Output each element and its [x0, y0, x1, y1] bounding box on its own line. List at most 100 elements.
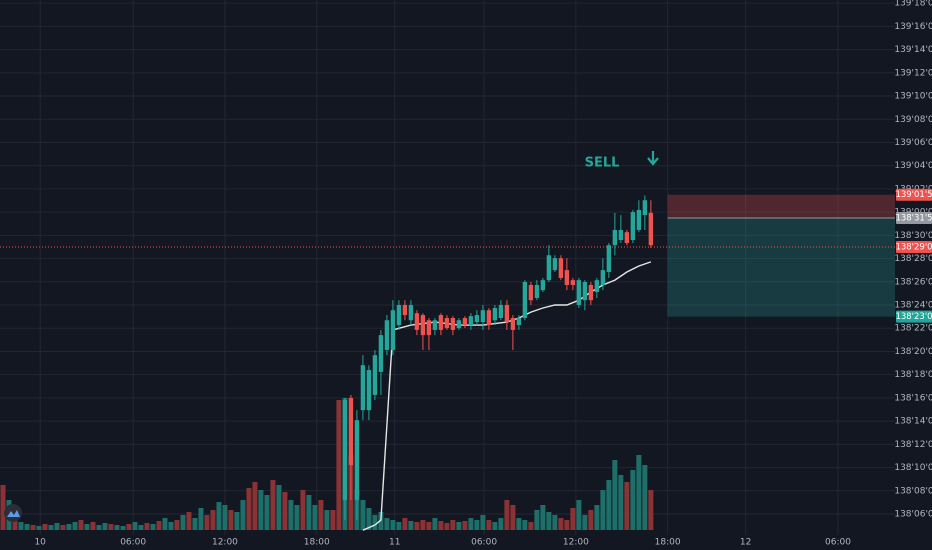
volume-bar: [18, 522, 24, 530]
volume-bar: [528, 522, 534, 530]
y-tick-label: 138'08'0: [894, 486, 932, 496]
volume-bar: [330, 510, 336, 530]
y-tick-label: 139'18'0: [894, 0, 932, 9]
volume-bar: [444, 523, 450, 530]
volume-bar: [108, 524, 114, 530]
candle-body: [564, 270, 570, 285]
y-tick-label: 138'16'0: [894, 393, 932, 403]
volume-bar: [270, 480, 276, 530]
candle-body: [378, 335, 384, 372]
y-tick-label: 139'04'0: [894, 161, 932, 171]
volume-bar: [474, 520, 480, 530]
sell-arrow: [647, 151, 659, 166]
volume-bar: [324, 510, 330, 530]
candle-body: [468, 316, 474, 326]
volume-bar: [228, 510, 234, 530]
x-tick-label: 18:00: [304, 538, 330, 548]
candle-body: [624, 232, 630, 243]
volume-bar: [216, 502, 222, 530]
volume-bar: [48, 525, 54, 530]
candle-body: [516, 318, 522, 326]
candle-body: [444, 318, 450, 329]
time-axis: [0, 535, 895, 550]
candle-body: [438, 315, 444, 330]
candle-body: [588, 284, 594, 301]
volume-bar: [78, 520, 84, 530]
candle-body: [630, 212, 636, 241]
candle-body: [636, 209, 642, 230]
candle-body: [462, 318, 468, 326]
volume-bar: [36, 526, 42, 530]
volume-bar: [582, 515, 588, 530]
candle-body: [576, 280, 582, 306]
y-tick-label: 138'26'0: [894, 277, 932, 287]
candle-body: [348, 397, 354, 466]
volume-bar: [288, 500, 294, 530]
volume-bar: [234, 512, 240, 530]
x-tick-label: 12:00: [212, 538, 238, 548]
volume-bar: [0, 485, 6, 530]
volume-bar: [546, 512, 552, 530]
price-tag-label: 138'23'0: [895, 312, 932, 322]
candle-layer: [342, 195, 654, 521]
volume-bar: [618, 475, 624, 530]
volume-bar: [204, 515, 210, 530]
candle-body: [372, 355, 378, 395]
y-tick-label: 138'20'0: [894, 347, 932, 357]
candle-body: [426, 320, 432, 336]
volume-bar: [498, 518, 504, 530]
volume-bar: [192, 518, 198, 530]
volume-bar: [522, 520, 528, 530]
candle-body: [492, 307, 498, 321]
stop-zone: [667, 194, 895, 218]
volume-bar: [432, 518, 438, 530]
volume-bar: [462, 521, 468, 530]
volume-bar: [66, 524, 72, 530]
volume-bar: [576, 500, 582, 530]
volume-bar: [564, 520, 570, 530]
volume-bar: [504, 500, 510, 530]
volume-bar: [300, 490, 306, 530]
x-tick-label: 12: [740, 538, 751, 548]
volume-bar: [156, 521, 162, 530]
volume-bar: [60, 525, 66, 530]
volume-bar: [426, 522, 432, 530]
candle-body: [600, 270, 606, 285]
candle-body: [396, 305, 402, 326]
candle-body: [414, 313, 420, 330]
price-tag: [896, 310, 932, 323]
candle-body: [384, 320, 390, 350]
volume-bar: [372, 515, 378, 530]
volume-bar: [54, 523, 60, 530]
volume-bar: [516, 518, 522, 530]
volume-bar: [402, 518, 408, 530]
y-tick-label: 138'28'0: [894, 254, 932, 264]
candle-body: [540, 280, 546, 291]
volume-bar: [42, 524, 48, 530]
logo-bg: [4, 504, 22, 522]
price-tag: [896, 211, 932, 224]
volume-bar: [534, 510, 540, 530]
volume-bar: [456, 522, 462, 530]
y-tick-label: 138'06'0: [894, 510, 932, 520]
volume-bar: [552, 515, 558, 530]
candle-body: [552, 258, 558, 271]
volume-bar: [360, 500, 366, 530]
volume-bar: [114, 525, 120, 530]
volume-bar: [384, 518, 390, 530]
candle-body: [618, 229, 624, 241]
grid-layer: [0, 0, 895, 535]
candle-body: [474, 315, 480, 323]
volume-bar: [414, 522, 420, 530]
volume-bar: [258, 490, 264, 530]
candle-body: [642, 200, 648, 216]
volume-bar: [306, 495, 312, 530]
x-tick-label: 06:00: [471, 538, 497, 548]
volume-bar: [162, 518, 168, 530]
volume-bar: [390, 520, 396, 530]
candle-body: [612, 229, 618, 246]
volume-bar: [264, 495, 270, 530]
volume-bar: [132, 522, 138, 530]
volume-bar: [408, 521, 414, 530]
